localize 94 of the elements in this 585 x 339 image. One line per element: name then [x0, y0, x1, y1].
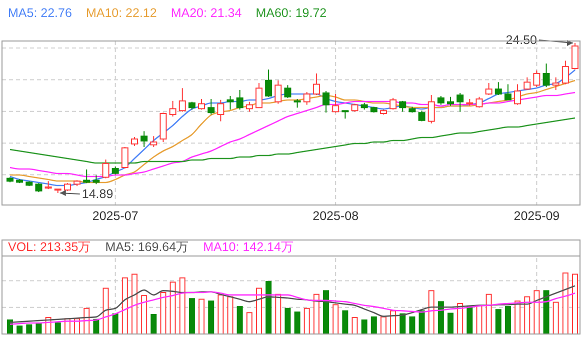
candlestick: [332, 94, 340, 114]
candlestick: [504, 84, 512, 100]
bar: [543, 290, 550, 334]
candlestick: [226, 95, 234, 110]
bar: [160, 292, 166, 334]
bar: [352, 317, 358, 334]
bar: [409, 316, 416, 334]
text: MA10: 142.14万: [203, 240, 294, 254]
candlestick: [418, 110, 426, 122]
candlestick: [284, 84, 292, 98]
bar: [323, 290, 330, 334]
bar: [524, 296, 530, 334]
bar: [304, 308, 310, 334]
bar: [495, 309, 502, 334]
bar: [361, 319, 368, 334]
bar: [16, 326, 23, 334]
bar: [208, 300, 214, 334]
bar: [256, 288, 262, 334]
candlestick: [552, 76, 560, 90]
bar: [428, 290, 434, 334]
candlestick: [236, 89, 244, 110]
bar: [552, 302, 559, 334]
candlestick: [140, 130, 148, 148]
bar: [112, 313, 118, 334]
text: MA20: 21.34: [170, 6, 242, 20]
text: VOL: 213.35万: [8, 240, 92, 254]
candlestick: [303, 92, 310, 106]
bar: [188, 298, 195, 334]
bar: [448, 312, 454, 334]
bar: [218, 294, 224, 334]
candlestick: [169, 100, 176, 117]
candlestick: [542, 63, 550, 88]
bar: [131, 274, 138, 334]
candlestick: [255, 82, 262, 108]
text: MA60: 19.72: [256, 6, 327, 20]
x-tick-label: 2025-08: [312, 208, 359, 223]
candlestick: [514, 84, 522, 106]
bar: [476, 305, 482, 334]
candlestick: [524, 76, 531, 90]
candlestick: [198, 98, 206, 110]
candlestick: [102, 159, 110, 179]
bar: [418, 310, 425, 334]
bar: [294, 312, 300, 334]
candlestick: [208, 98, 215, 116]
bar: [562, 272, 568, 334]
text: MA5: 22.76: [8, 6, 72, 20]
bar: [227, 296, 234, 334]
candlestick: [485, 82, 492, 96]
candlestick: [312, 72, 320, 96]
bar: [54, 322, 61, 334]
bar: [236, 306, 243, 334]
bar: [284, 308, 291, 334]
bar: [198, 298, 205, 334]
bar: [246, 312, 252, 334]
candlestick: [390, 97, 397, 110]
bar: [179, 277, 186, 334]
candlestick: [150, 136, 158, 148]
bar: [342, 310, 348, 334]
bar: [275, 294, 282, 334]
bar: [141, 295, 148, 334]
bar: [380, 316, 386, 334]
annotation: 14.89: [82, 187, 114, 201]
bar: [170, 282, 176, 334]
bar: [313, 294, 320, 334]
bar: [486, 294, 492, 334]
candlestick: [562, 60, 569, 85]
candlestick: [274, 80, 282, 104]
text: MA10: 22.12: [86, 6, 157, 20]
bar: [332, 304, 339, 334]
text: MA5: 169.64万: [105, 240, 190, 254]
bar: [122, 277, 128, 334]
x-tick-label: 2025-09: [514, 208, 560, 223]
x-tick-label: 2025-07: [92, 208, 138, 223]
candlestick: [265, 69, 272, 98]
bar: [504, 306, 511, 334]
bar: [534, 290, 540, 334]
bar: [266, 281, 272, 334]
bar: [514, 300, 521, 334]
candlestick: [121, 146, 128, 170]
bar: [26, 324, 32, 334]
candlestick: [572, 42, 578, 70]
candlestick: [533, 70, 540, 88]
candlestick: [322, 90, 330, 114]
bar: [102, 288, 109, 334]
candlestick: [494, 82, 502, 96]
candlestick: [178, 88, 186, 112]
candlestick: [217, 99, 224, 122]
candlestick: [399, 100, 406, 112]
candlestick: [246, 101, 253, 112]
bar: [150, 314, 157, 334]
bar: [370, 316, 377, 334]
bar: [572, 274, 578, 334]
candlestick: [456, 92, 464, 112]
candlestick: [428, 94, 435, 124]
